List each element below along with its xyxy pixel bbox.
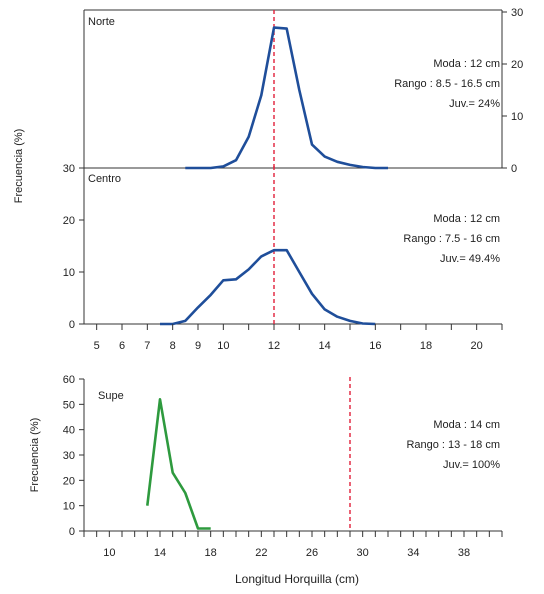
y-tick-label: 0 bbox=[69, 319, 75, 331]
x-tick-label: 18 bbox=[420, 340, 432, 352]
x-tick-label: 10 bbox=[103, 547, 115, 559]
x-tick-label: 10 bbox=[217, 340, 229, 352]
x-tick-label: 6 bbox=[119, 340, 125, 352]
x-tick-label: 38 bbox=[458, 547, 470, 559]
series-line bbox=[185, 26, 388, 170]
y-tick-label: 20 bbox=[63, 475, 75, 487]
annotation-rango: Rango : 8.5 - 16.5 cm bbox=[394, 78, 500, 90]
y-tick-label: 10 bbox=[63, 501, 75, 513]
x-tick-label: 20 bbox=[471, 340, 483, 352]
y-tick-label: 10 bbox=[63, 267, 75, 279]
y-axis-label: Frecuencia (%) bbox=[29, 418, 41, 493]
y-tick-label: 40 bbox=[63, 425, 75, 437]
y-axis-right: 0 10 20 30 bbox=[502, 7, 523, 175]
x-tick-label: 30 bbox=[357, 547, 369, 559]
series-line bbox=[146, 397, 211, 530]
panel-norte: Norte 0 10 20 30 Moda : 12 cm Rango : 8.5 -… bbox=[83, 7, 523, 175]
annotation-juv: Juv.= 100% bbox=[443, 459, 500, 471]
x-axis-label: Longitud Horquilla (cm) bbox=[235, 572, 359, 586]
y-tick-label: 20 bbox=[511, 59, 523, 71]
x-axis: 5 6 7 8 9 10 12 14 16 18 20 bbox=[94, 324, 503, 352]
panel-title: Centro bbox=[88, 173, 121, 185]
annotation-juv: Juv.= 24% bbox=[449, 98, 500, 110]
x-tick-label: 12 bbox=[268, 340, 280, 352]
panel-title: Supe bbox=[98, 390, 124, 402]
series-line bbox=[160, 248, 376, 326]
x-tick-label: 26 bbox=[306, 547, 318, 559]
y-tick-label: 30 bbox=[511, 7, 523, 19]
y-tick-label: 60 bbox=[63, 374, 75, 386]
y-axis-label: Frecuencia (%) bbox=[13, 129, 25, 204]
x-tick-label: 14 bbox=[319, 340, 331, 352]
y-tick-label: 0 bbox=[511, 163, 517, 175]
annotation-rango: Rango : 7.5 - 16 cm bbox=[403, 233, 500, 245]
y-axis-left: 0 10 20 30 40 50 60 bbox=[63, 374, 84, 538]
annotation-rango: Rango : 13 - 18 cm bbox=[406, 439, 500, 451]
x-tick-label: 18 bbox=[205, 547, 217, 559]
y-tick-label: 10 bbox=[511, 111, 523, 123]
y-tick-label: 30 bbox=[63, 163, 75, 175]
y-axis-left: 0 10 20 30 bbox=[63, 163, 84, 331]
x-tick-label: 8 bbox=[170, 340, 176, 352]
x-tick-label: 16 bbox=[369, 340, 381, 352]
annotation-moda: Moda : 12 cm bbox=[433, 58, 500, 70]
panel-centro: Centro 0 10 20 30 5 6 7 8 9 10 12 14 16 18 20 Moda : … bbox=[63, 163, 503, 352]
x-tick-label: 9 bbox=[195, 340, 201, 352]
x-tick-label: 7 bbox=[144, 340, 150, 352]
y-tick-label: 30 bbox=[63, 450, 75, 462]
annotation-moda: Moda : 12 cm bbox=[433, 213, 500, 225]
y-tick-label: 50 bbox=[63, 399, 75, 411]
x-axis: 10 14 18 22 26 30 34 38 bbox=[83, 531, 503, 559]
panel-title: Norte bbox=[88, 16, 115, 28]
x-tick-label: 22 bbox=[255, 547, 267, 559]
x-tick-label: 34 bbox=[407, 547, 419, 559]
panel-supe: Supe 0 10 20 30 40 50 60 10 14 18 22 26 30 34 38 Moda… bbox=[29, 374, 503, 586]
x-tick-label: 14 bbox=[154, 547, 166, 559]
y-tick-label: 20 bbox=[63, 215, 75, 227]
y-tick-label: 0 bbox=[69, 526, 75, 538]
annotation-moda: Moda : 14 cm bbox=[433, 419, 500, 431]
annotation-juv: Juv.= 49.4% bbox=[440, 253, 500, 265]
x-tick-label: 5 bbox=[94, 340, 100, 352]
